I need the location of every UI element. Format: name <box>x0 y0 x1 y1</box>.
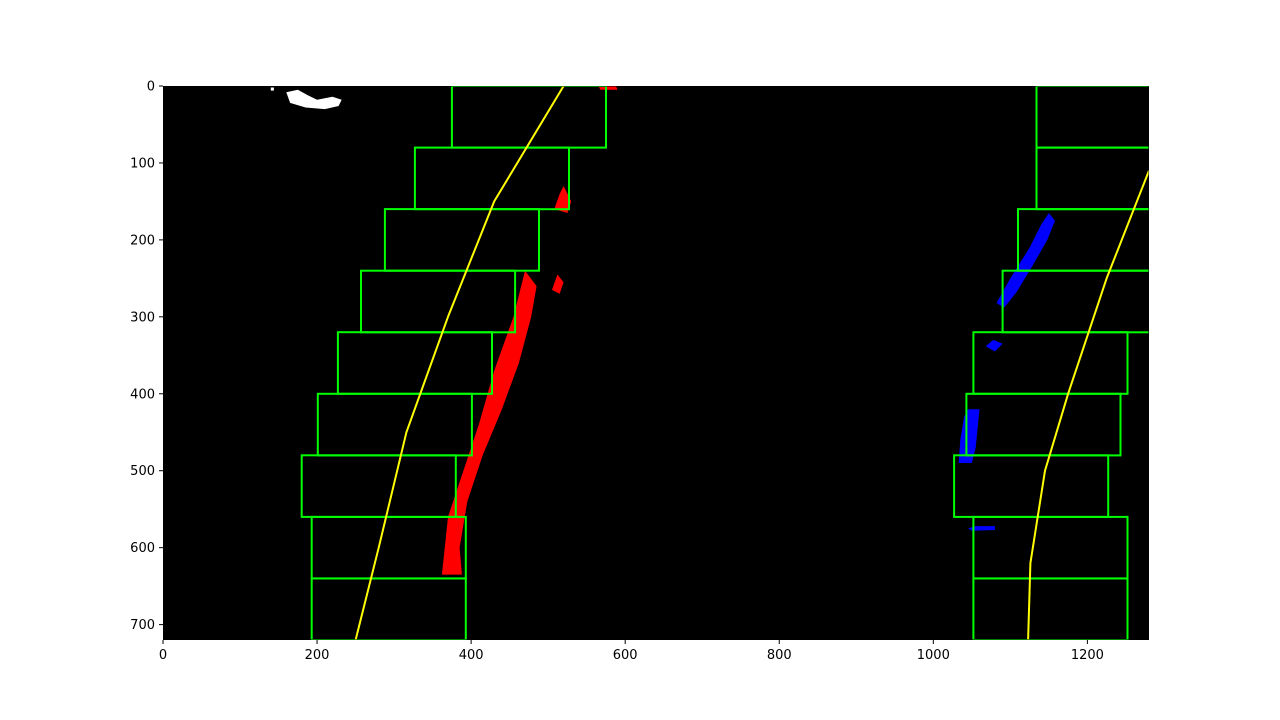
y-tick-label: 600 <box>130 541 155 556</box>
y-tick-label: 300 <box>130 310 155 325</box>
right-window-8 <box>972 577 1129 640</box>
y-tick-label: 200 <box>130 233 155 248</box>
right-fit-line <box>1027 170 1149 640</box>
fit-lines-layer <box>354 86 1149 640</box>
x-tick-label: 400 <box>459 648 484 663</box>
x-axis: 0 200 400 600 800 1000 1200 <box>159 640 1104 663</box>
right-lane-pixels-layer <box>958 213 1055 531</box>
x-tick-label: 800 <box>767 648 792 663</box>
right-lane-blob-0 <box>996 213 1055 308</box>
x-tick-label: 1200 <box>1071 648 1104 663</box>
x-tick-label: 200 <box>305 648 330 663</box>
y-tick-label: 100 <box>130 156 155 171</box>
x-tick-label: 1000 <box>917 648 950 663</box>
left-lane-blob-0 <box>441 270 537 575</box>
left-window-8 <box>310 577 467 640</box>
y-axis: 0 100 200 300 400 500 600 700 <box>130 80 163 633</box>
left-lane-blob-1 <box>554 186 572 213</box>
right-lane-blob-2 <box>985 339 1003 352</box>
noise-blob-0 <box>286 89 342 110</box>
y-tick-label: 400 <box>130 387 155 402</box>
left-fit-line <box>354 86 565 640</box>
noise-layer <box>270 87 342 110</box>
right-lane-blob-1 <box>958 409 980 463</box>
plot-area <box>163 86 1149 640</box>
sliding-windows-layer <box>300 86 1149 640</box>
binary-image-background <box>163 86 1149 640</box>
left-lane-blob-2 <box>552 274 564 294</box>
x-tick-label: 0 <box>159 648 167 663</box>
noise-blob-1 <box>270 87 274 91</box>
y-tick-label: 0 <box>147 80 155 95</box>
y-tick-label: 700 <box>130 618 155 633</box>
right-lane-blob-3 <box>968 526 995 531</box>
y-tick-label: 500 <box>130 464 155 479</box>
x-tick-label: 600 <box>613 648 638 663</box>
